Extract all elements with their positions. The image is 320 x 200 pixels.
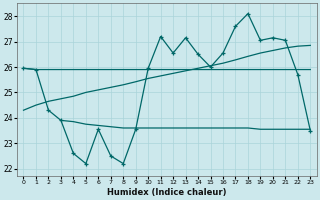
X-axis label: Humidex (Indice chaleur): Humidex (Indice chaleur) <box>107 188 227 197</box>
